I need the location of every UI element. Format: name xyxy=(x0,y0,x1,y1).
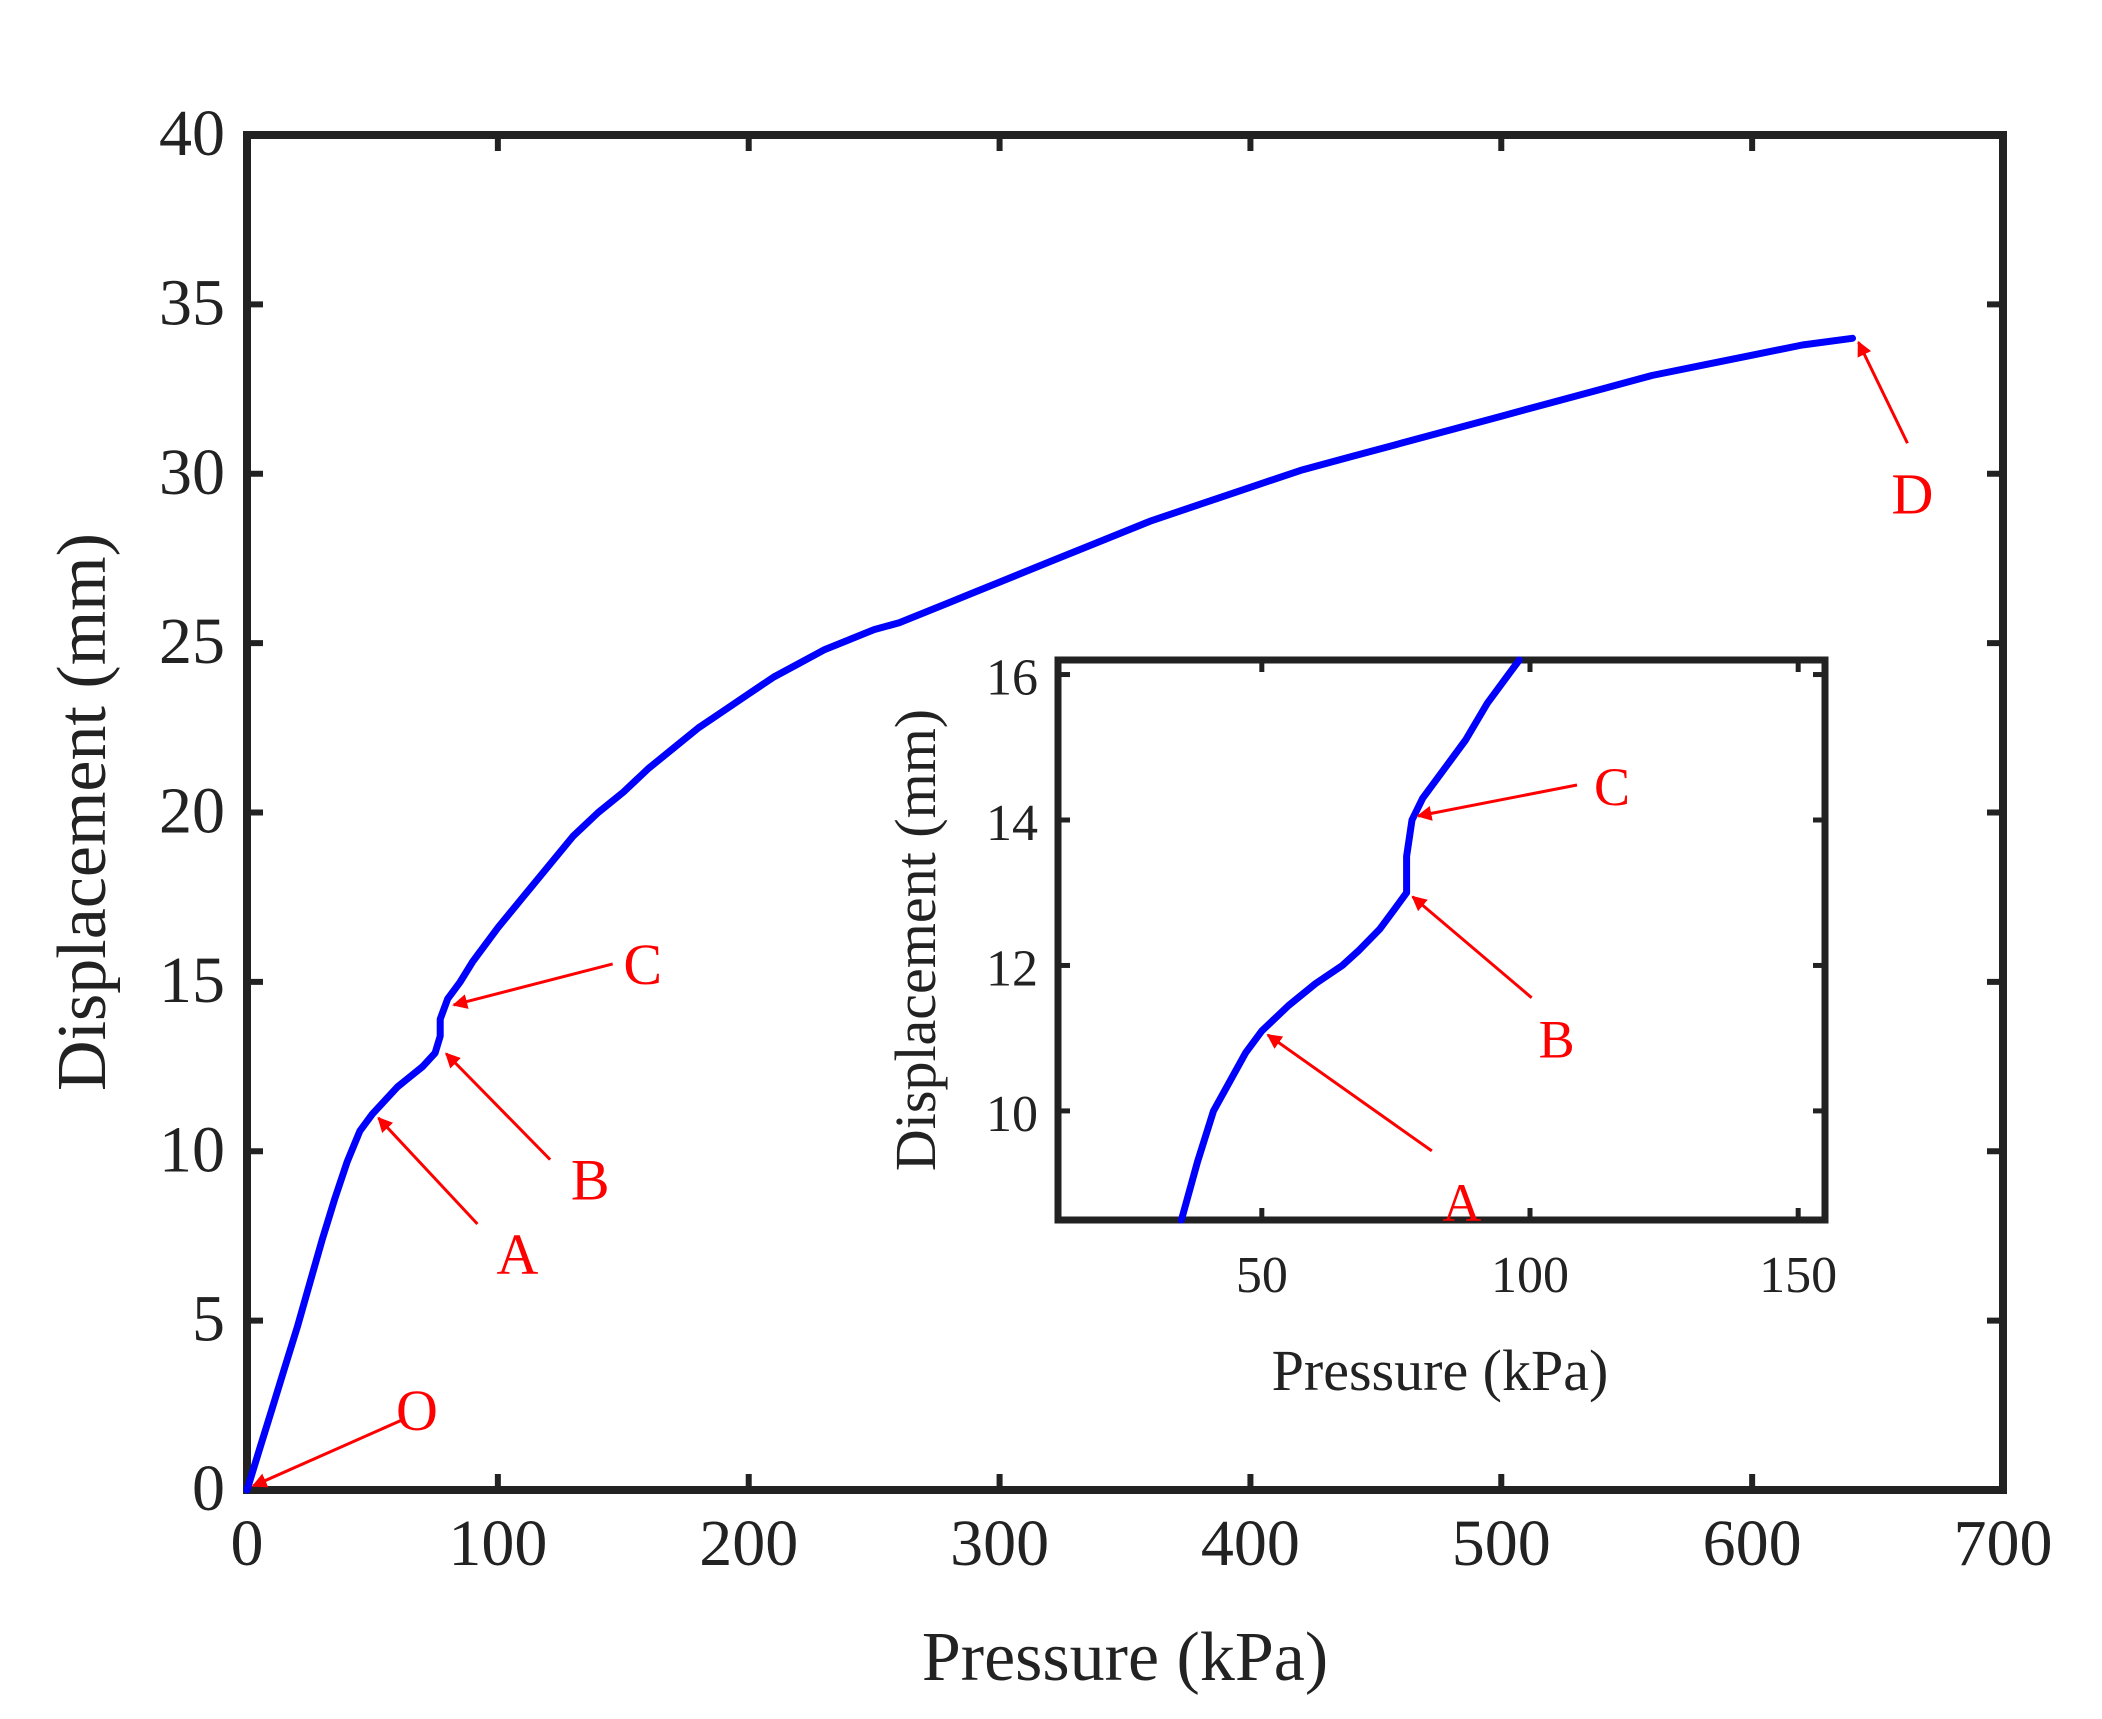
main-y-tick-label: 40 xyxy=(159,97,225,170)
inset-x-tick-label: 100 xyxy=(1491,1247,1569,1304)
inset-series-line xyxy=(1177,656,1523,1224)
main-y-tick-label: 35 xyxy=(159,266,225,339)
main-annotation-label-d: D xyxy=(1892,461,1934,526)
inset-annotation-label-b: B xyxy=(1539,1010,1575,1070)
inset-x-axis-label: Pressure (kPa) xyxy=(1272,1338,1609,1403)
main-x-tick-label: 600 xyxy=(1703,1507,1802,1580)
inset-tick-labels: 50 100 150 10 12 14 16 xyxy=(986,650,1837,1304)
inset-x-tick-label: 150 xyxy=(1759,1247,1837,1304)
inset-annotation-arrow-b xyxy=(1411,895,1533,999)
inset-annotations: A B C xyxy=(1266,757,1630,1233)
main-annotation-label-b: B xyxy=(571,1148,610,1213)
main-series-line xyxy=(243,334,1856,1494)
main-y-tick-label: 30 xyxy=(159,436,225,509)
main-x-tick-label: 100 xyxy=(448,1507,547,1580)
main-x-tick-label: 0 xyxy=(231,1507,264,1580)
main-x-tick-label: 300 xyxy=(950,1507,1049,1580)
main-chart: 0 100 200 300 400 500 600 700 0 5 10 15 20 25 30 35 40 O… xyxy=(44,97,2053,1696)
main-y-tick-label: 0 xyxy=(192,1452,225,1525)
inset-chart: 50 100 150 10 12 14 16 A B C Pressure (kPa) Disp… xyxy=(883,650,1837,1403)
inset-annotation-arrow-c xyxy=(1416,783,1578,821)
inset-ticks xyxy=(1058,660,1825,1220)
inset-y-axis-label: Displacement (mm) xyxy=(883,709,948,1171)
main-x-tick-label: 700 xyxy=(1954,1507,2053,1580)
inset-y-tick-label: 10 xyxy=(986,1086,1038,1143)
main-x-tick-label: 400 xyxy=(1201,1507,1300,1580)
inset-y-tick-label: 12 xyxy=(986,940,1038,997)
main-y-tick-label: 20 xyxy=(159,775,225,848)
main-annotation-label-a: A xyxy=(496,1222,538,1287)
inset-annotation-arrow-a xyxy=(1266,1033,1433,1153)
main-annotation-arrow-a xyxy=(377,1116,479,1226)
inset-annotation-label-c: C xyxy=(1594,757,1630,817)
inset-plot-area-frame xyxy=(1054,656,1829,1224)
main-tick-labels: 0 100 200 300 400 500 600 700 0 5 10 15 20 25 30 35 40 xyxy=(159,97,2053,1580)
inset-x-tick-label: 50 xyxy=(1236,1247,1288,1304)
main-annotation-arrow-d xyxy=(1857,340,1909,444)
main-y-tick-label: 15 xyxy=(159,944,225,1017)
main-x-tick-label: 200 xyxy=(699,1507,798,1580)
main-y-tick-label: 5 xyxy=(192,1283,225,1356)
inset-y-tick-label: 16 xyxy=(986,650,1038,707)
main-y-tick-label: 25 xyxy=(159,605,225,678)
main-x-axis-label: Pressure (kPa) xyxy=(922,1619,1328,1696)
main-annotation-arrow-o xyxy=(251,1418,403,1488)
main-x-tick-label: 500 xyxy=(1452,1507,1551,1580)
inset-plot-area-background xyxy=(1058,660,1825,1220)
main-y-tick-label: 10 xyxy=(159,1113,225,1186)
main-y-axis-label: Displacement (mm) xyxy=(44,533,121,1091)
main-annotation-arrow-c xyxy=(452,962,614,1009)
main-annotation-label-o: O xyxy=(396,1378,438,1443)
inset-y-tick-label: 14 xyxy=(986,795,1038,852)
main-annotation-label-c: C xyxy=(623,932,662,997)
main-annotation-arrow-b xyxy=(445,1052,552,1161)
inset-annotation-label-a: A xyxy=(1442,1173,1481,1233)
